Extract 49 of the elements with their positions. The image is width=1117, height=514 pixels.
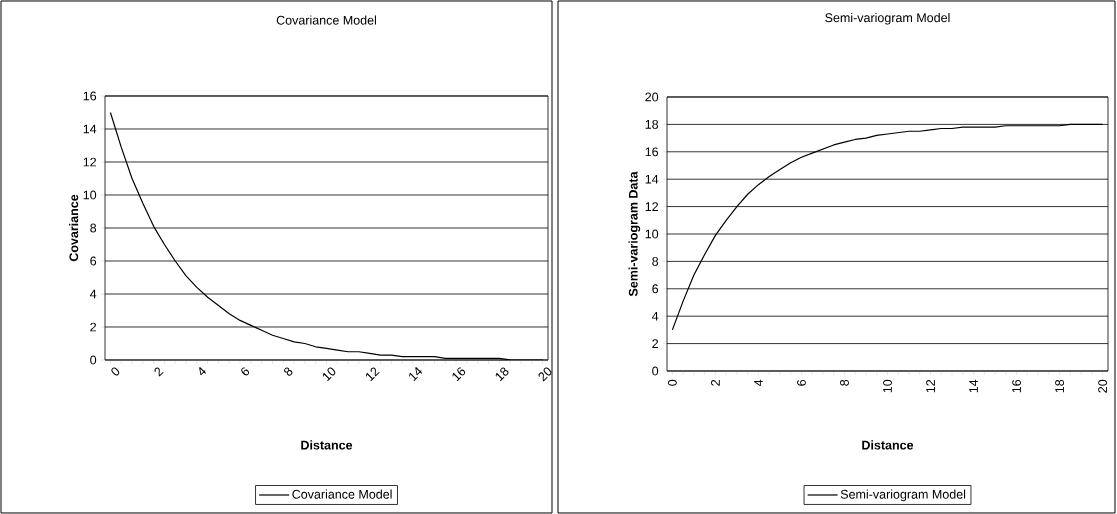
x-tick-label: 10 [883,379,892,393]
y-tick-label: 14 [645,174,659,184]
y-tick-label: 12 [645,202,658,211]
x-tick-label: 2 [154,367,164,377]
x-tick-label: 14 [969,379,978,393]
x-tick-label: 20 [1098,379,1108,393]
y-tick-label: 20 [645,92,659,102]
legend-label: Semi-variogram Model [840,489,966,502]
y-tick-label: 10 [83,190,97,200]
x-tick-label: 8 [840,379,849,386]
x-tick-label: 14 [409,367,423,382]
y-tick-label: 4 [651,311,659,321]
x-tick-label: 6 [797,379,806,386]
y-tick-label: 2 [652,339,659,348]
x-tick-label: 18 [495,367,509,382]
x-tick-label: 18 [1055,379,1065,393]
y-axis-title: Semi-variogram Data [628,171,641,297]
x-tick-label: 16 [452,367,466,382]
x-tick-label: 0 [667,379,677,386]
x-tick-label: 16 [1012,379,1021,393]
x-tick-label: 4 [754,379,763,387]
x-tick-label: 8 [284,367,293,376]
y-tick-label: 2 [90,322,97,332]
y-tick-label: 6 [652,284,659,294]
y-tick-label: 0 [90,355,97,365]
x-tick-label: 10 [322,367,336,382]
chart-title: Covariance Model [276,15,377,25]
y-tick-label: 4 [89,289,97,299]
y-tick-label: 16 [645,147,659,157]
y-tick-label: 14 [83,124,97,134]
y-tick-label: 8 [652,256,659,266]
x-tick-label: 2 [711,379,720,386]
chart-title: Semi-variogram Model [825,12,950,25]
y-tick-label: 16 [83,91,97,101]
y-tick-label: 6 [90,256,97,266]
x-tick-label: 0 [111,367,120,376]
y-tick-label: 10 [645,229,659,239]
x-tick-label: 12 [926,379,935,393]
y-tick-label: 18 [645,119,659,129]
x-axis-title: Distance [862,440,914,450]
x-tick-label: 12 [366,367,380,382]
legend-label: Covariance Model [292,489,392,499]
x-tick-label: 20 [538,367,552,382]
y-tick-label: 12 [83,157,97,167]
y-axis-title: Covariance [69,194,79,262]
x-axis-title: Distance [301,440,353,450]
x-tick-label: 6 [241,367,250,376]
y-tick-label: 8 [90,223,97,233]
x-tick-label: 4 [199,367,207,376]
